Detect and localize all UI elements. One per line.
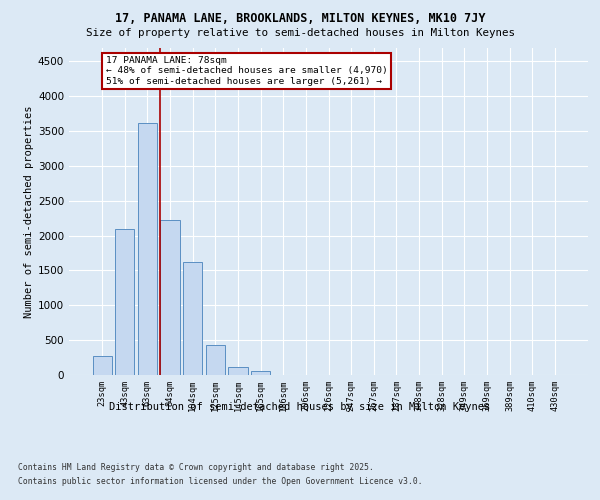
- Text: Contains public sector information licensed under the Open Government Licence v3: Contains public sector information licen…: [18, 478, 422, 486]
- Bar: [229, 368, 248, 375]
- Text: 17 PANAMA LANE: 78sqm
← 48% of semi-detached houses are smaller (4,970)
51% of s: 17 PANAMA LANE: 78sqm ← 48% of semi-deta…: [106, 56, 388, 86]
- Text: Distribution of semi-detached houses by size in Milton Keynes: Distribution of semi-detached houses by …: [109, 402, 491, 412]
- Y-axis label: Number of semi-detached properties: Number of semi-detached properties: [24, 105, 34, 318]
- Bar: [183, 262, 202, 375]
- Text: Size of property relative to semi-detached houses in Milton Keynes: Size of property relative to semi-detach…: [86, 28, 515, 38]
- Bar: [138, 123, 157, 375]
- Bar: [251, 371, 270, 375]
- Bar: [92, 356, 112, 375]
- Bar: [160, 220, 180, 375]
- Bar: [206, 345, 225, 375]
- Bar: [115, 228, 134, 375]
- Text: Contains HM Land Registry data © Crown copyright and database right 2025.: Contains HM Land Registry data © Crown c…: [18, 462, 374, 471]
- Text: 17, PANAMA LANE, BROOKLANDS, MILTON KEYNES, MK10 7JY: 17, PANAMA LANE, BROOKLANDS, MILTON KEYN…: [115, 12, 485, 26]
